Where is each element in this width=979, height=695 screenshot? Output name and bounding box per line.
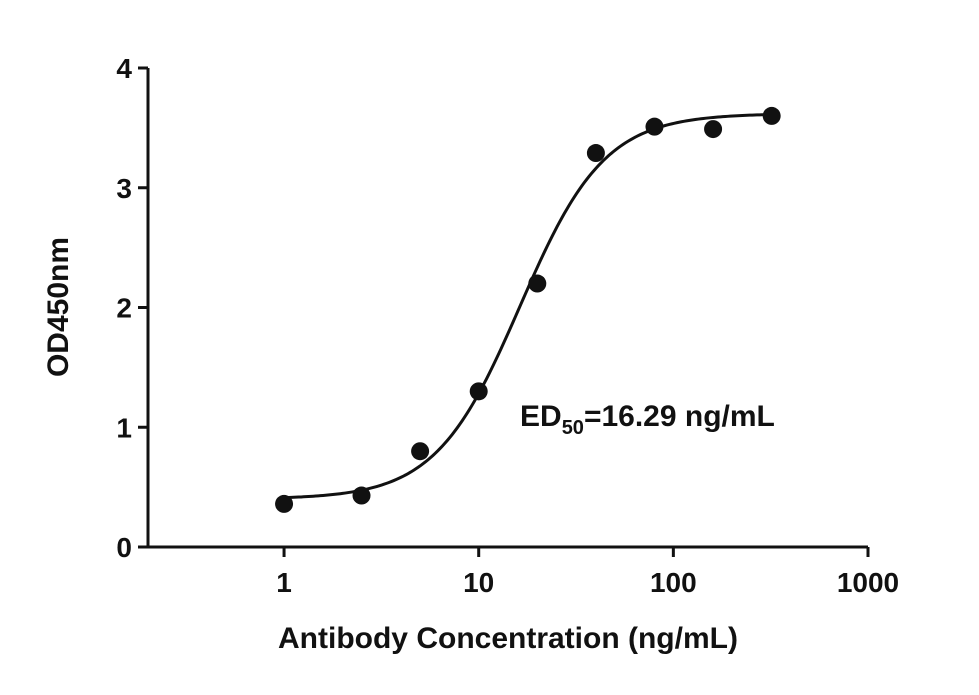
data-point [586,144,605,163]
ed50-prefix: ED [520,400,562,433]
x-axis-title: Antibody Concentration (ng/mL) [278,622,738,655]
data-point [528,274,547,293]
data-points-layer [275,106,781,513]
x-tick-label: 100 [650,567,697,598]
y-tick-label: 3 [116,173,132,204]
ed50-value: =16.29 ng/mL [584,400,775,433]
y-tick-label: 0 [116,532,132,563]
axes: 0 1 2 3 4 1 10 100 1000 [116,53,899,598]
x-tick-label: 10 [463,567,494,598]
data-point [275,494,294,513]
data-point [352,486,371,505]
ed50-subscript: 50 [562,417,584,439]
data-point [645,117,664,136]
y-tick-label: 1 [116,412,132,443]
fit-curve-layer [284,113,772,500]
y-tick-label: 2 [116,293,132,324]
y-tick-label: 4 [116,53,132,84]
data-point [762,106,781,125]
data-point [411,442,430,461]
x-tick-label: 1000 [837,567,899,598]
data-point [469,382,488,401]
ed50-annotation: ED50=16.29 ng/mL [520,400,775,439]
data-point [704,120,723,139]
x-tick-label: 1 [276,567,292,598]
y-axis-title: OD450nm [42,237,75,377]
fit-curve [284,113,772,500]
